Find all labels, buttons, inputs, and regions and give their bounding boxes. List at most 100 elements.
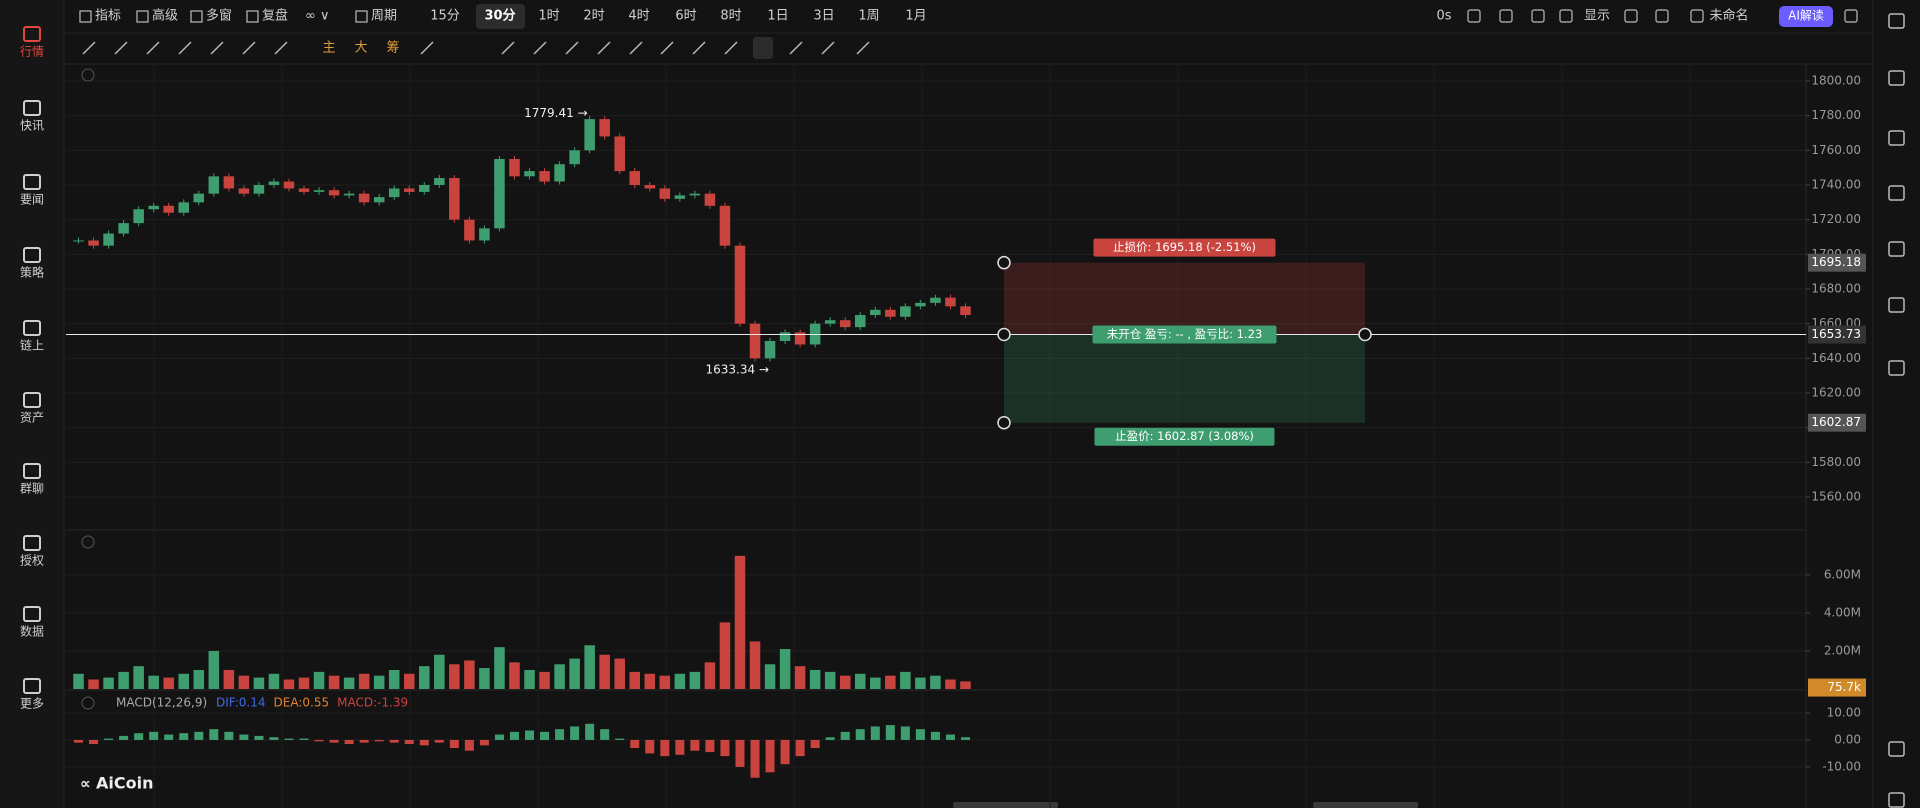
drawing-tool-icon[interactable]	[533, 41, 547, 55]
take-profit-zone[interactable]	[1004, 334, 1365, 423]
drawing-tool-icon[interactable]	[821, 41, 835, 55]
toolbar-icon[interactable]	[79, 10, 92, 23]
toolbar-right-button[interactable]: 未命名	[1709, 8, 1748, 24]
drawing-tool-icon[interactable]	[178, 41, 192, 55]
sidebar-label[interactable]: 更多	[20, 697, 44, 711]
timeframe-button[interactable]: 1月	[905, 9, 926, 24]
candle	[238, 188, 250, 194]
position-handle[interactable]	[997, 327, 1011, 342]
drawing-tool-icon[interactable]	[856, 41, 870, 55]
drawing-tool-icon[interactable]	[82, 41, 96, 55]
toolbar-right-button[interactable]: 显示	[1584, 9, 1610, 24]
sidebar-icon[interactable]	[23, 100, 41, 116]
sidebar-icon[interactable]	[23, 26, 41, 42]
drawing-tool-icon[interactable]	[629, 41, 643, 55]
toolbar-icon[interactable]	[1655, 9, 1669, 23]
toolbar-icon[interactable]	[190, 10, 203, 23]
sidebar-icon[interactable]	[23, 392, 41, 408]
right-sidebar-icon[interactable]	[1888, 130, 1905, 146]
sidebar-label[interactable]: 授权	[20, 553, 44, 568]
toolbar-icon[interactable]	[1559, 9, 1573, 23]
drawing-tool-icon[interactable]	[597, 41, 611, 55]
right-sidebar-icon[interactable]	[1888, 185, 1905, 201]
toolbar-icon[interactable]	[1690, 9, 1704, 23]
toolbar-icon[interactable]	[1467, 9, 1481, 23]
timeframe-button[interactable]: 1日	[767, 9, 788, 24]
toolbar-button[interactable]: 复盘	[262, 8, 288, 24]
toolbar-icon[interactable]: ∞ ∨	[305, 9, 329, 24]
right-sidebar-icon[interactable]	[1888, 13, 1905, 29]
drawing-tool-button[interactable]: 筹	[386, 40, 399, 56]
drawing-tool-icon[interactable]	[789, 41, 803, 55]
sidebar-icon[interactable]	[23, 463, 41, 479]
drawing-tool-icon[interactable]	[274, 41, 288, 55]
sidebar-label[interactable]: 链上	[20, 338, 44, 353]
toolbar-icon[interactable]	[1624, 9, 1638, 23]
timeframe-button[interactable]: 30分	[484, 8, 515, 24]
position-handle[interactable]	[997, 255, 1011, 270]
right-sidebar-icon[interactable]	[1888, 241, 1905, 257]
timeframe-button[interactable]: 1周	[858, 9, 879, 24]
toolbar-icon[interactable]	[1844, 9, 1858, 23]
right-sidebar-icon[interactable]	[1888, 792, 1905, 808]
drawing-tool-icon[interactable]	[420, 41, 434, 55]
toolbar-right-button[interactable]: AI解读	[1788, 9, 1824, 23]
scrollbar[interactable]	[1313, 802, 1418, 808]
sidebar-label[interactable]: 资产	[20, 411, 44, 425]
right-sidebar-icon[interactable]	[1888, 297, 1905, 313]
drawing-tool-icon[interactable]	[724, 41, 738, 55]
sidebar-label[interactable]: 策略	[20, 265, 44, 280]
toolbar-icon[interactable]	[1499, 9, 1513, 23]
right-sidebar-icon[interactable]	[1888, 70, 1905, 86]
sidebar-label[interactable]: 要闻	[20, 193, 44, 207]
toolbar-icon[interactable]	[355, 10, 368, 23]
toolbar-button[interactable]: 指标	[95, 9, 121, 24]
timeframe-button[interactable]: 8时	[720, 9, 741, 24]
toolbar-right-button[interactable]: 0s	[1436, 9, 1451, 24]
sidebar-icon[interactable]	[23, 247, 41, 263]
timeframe-button[interactable]: 2时	[583, 9, 604, 24]
right-sidebar-icon[interactable]	[1888, 741, 1905, 757]
drawing-tool-icon[interactable]	[565, 41, 579, 55]
sidebar-icon[interactable]	[23, 174, 41, 190]
drawing-tool-icon[interactable]	[242, 41, 256, 55]
sidebar-label[interactable]: 数据	[20, 624, 44, 639]
sidebar-icon[interactable]	[23, 320, 41, 336]
sidebar-label[interactable]: 群聊	[20, 482, 44, 496]
drawing-tool-icon[interactable]	[114, 41, 128, 55]
sidebar-icon[interactable]	[23, 606, 41, 622]
position-handle[interactable]	[997, 415, 1011, 430]
drawing-tool-icon[interactable]	[660, 41, 674, 55]
stop-loss-zone[interactable]	[1004, 262, 1365, 335]
toolbar-button[interactable]: 周期	[371, 9, 397, 24]
position-handle[interactable]	[1358, 327, 1372, 342]
timeframe-button[interactable]: 6时	[675, 9, 696, 24]
toolbar-icon[interactable]	[246, 10, 259, 23]
sidebar-label[interactable]: 快讯	[20, 119, 44, 133]
toolbar-icon[interactable]	[1531, 9, 1545, 23]
pane-toggle[interactable]	[81, 535, 95, 549]
drawing-tool-button[interactable]: 大	[354, 41, 367, 56]
ai-button-bg[interactable]	[1779, 6, 1833, 27]
sidebar-label[interactable]: 行情	[20, 45, 44, 59]
volume-bar	[509, 662, 520, 689]
volume-bar	[824, 671, 836, 689]
drawing-tool-icon[interactable]	[210, 41, 224, 55]
timeframe-button[interactable]: 15分	[430, 9, 460, 24]
timeframe-button[interactable]: 1时	[538, 9, 559, 24]
right-sidebar-icon[interactable]	[1888, 360, 1905, 376]
scrollbar[interactable]	[953, 802, 1058, 808]
drawing-tool-icon[interactable]	[146, 41, 160, 55]
toolbar-button[interactable]: 多窗	[206, 8, 232, 24]
drawing-tool-icon[interactable]	[692, 41, 706, 55]
toolbar-icon[interactable]	[136, 10, 149, 23]
pane-toggle[interactable]	[81, 696, 95, 710]
timeframe-button[interactable]: 3日	[813, 9, 834, 24]
timeframe-button[interactable]: 4时	[628, 9, 649, 24]
drawing-tool-icon[interactable]	[501, 41, 515, 55]
drawing-tool-button[interactable]: 主	[322, 41, 335, 56]
sidebar-icon[interactable]	[23, 535, 41, 551]
toolbar-button[interactable]: 高级	[152, 8, 178, 24]
sidebar-icon[interactable]	[23, 678, 41, 694]
pane-toggle[interactable]	[81, 68, 95, 82]
